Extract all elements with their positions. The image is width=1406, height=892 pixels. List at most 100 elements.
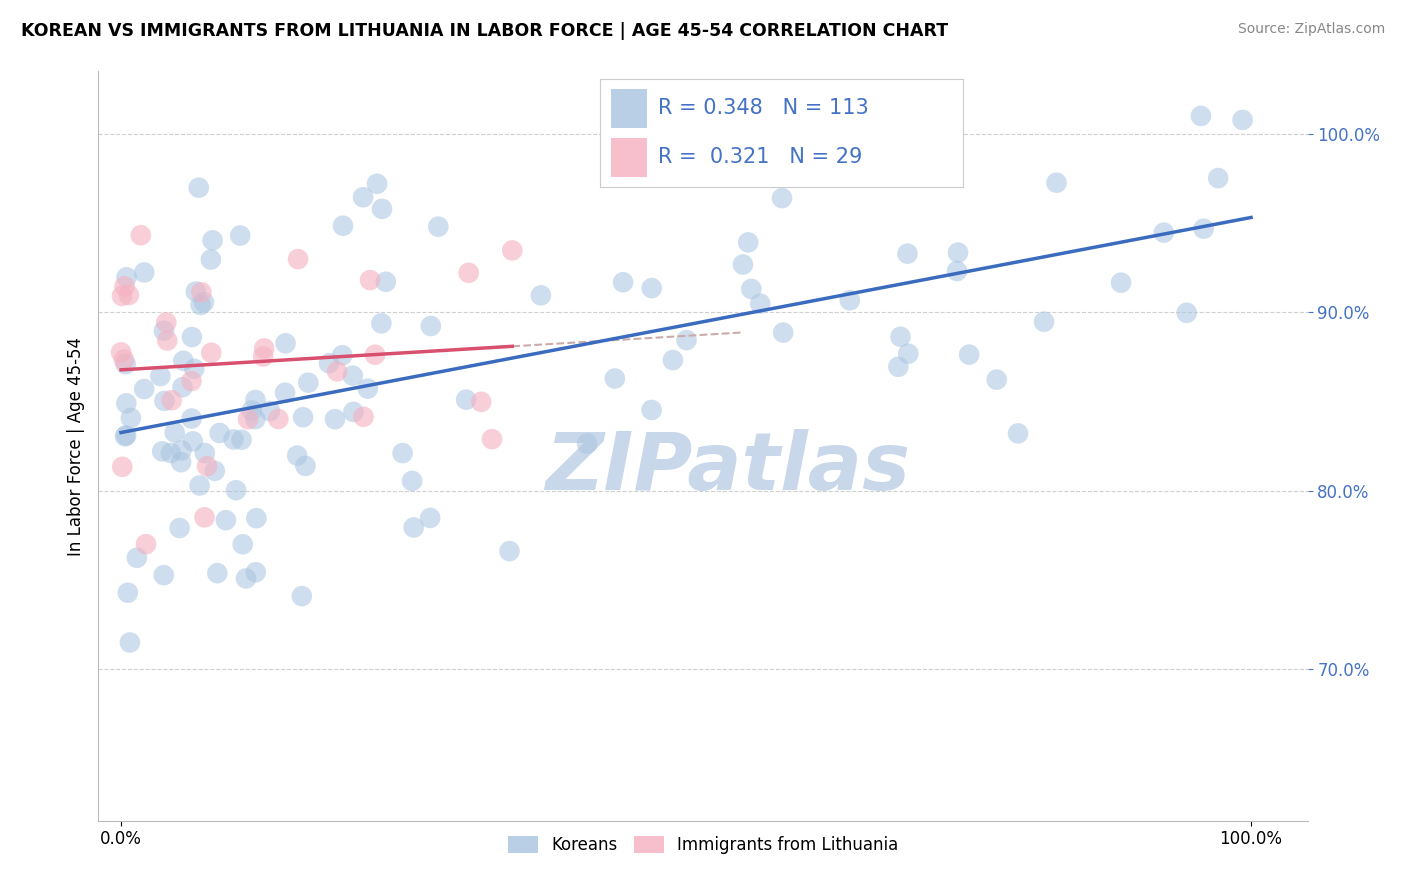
Point <box>1206 171 1229 186</box>
Point <box>153 393 176 408</box>
Point <box>427 219 450 234</box>
Point <box>1232 112 1254 127</box>
Point <box>285 449 308 463</box>
Point <box>641 281 664 295</box>
Point <box>114 279 136 293</box>
Point <box>125 550 148 565</box>
Point <box>169 521 191 535</box>
Point <box>662 353 685 368</box>
Point <box>259 404 281 418</box>
Point <box>193 295 215 310</box>
Point <box>364 348 387 362</box>
Point <box>236 412 259 426</box>
Point <box>946 245 969 260</box>
Point <box>291 589 314 603</box>
Point <box>172 380 194 394</box>
Point <box>419 318 441 333</box>
Point <box>201 233 224 247</box>
Point <box>470 394 492 409</box>
Point <box>111 289 134 303</box>
Point <box>235 571 257 585</box>
Point <box>215 513 238 527</box>
Point <box>391 446 413 460</box>
Point <box>170 443 193 458</box>
Point <box>731 258 754 272</box>
Point <box>153 324 176 338</box>
Point <box>401 474 423 488</box>
Point <box>110 345 132 359</box>
Point <box>153 568 176 582</box>
Point <box>897 347 920 361</box>
Point <box>194 446 217 460</box>
Point <box>501 244 523 258</box>
Point <box>222 433 245 447</box>
Point <box>163 425 186 440</box>
Point <box>359 273 381 287</box>
Point <box>115 396 138 410</box>
Point <box>294 458 316 473</box>
Point <box>838 293 860 308</box>
Point <box>419 511 441 525</box>
Point <box>129 228 152 243</box>
Point <box>149 369 172 384</box>
Point <box>366 177 388 191</box>
Point <box>357 382 380 396</box>
Text: Source: ZipAtlas.com: Source: ZipAtlas.com <box>1237 22 1385 37</box>
Point <box>456 392 478 407</box>
Point <box>180 330 202 344</box>
Point <box>287 252 309 266</box>
Point <box>240 403 263 417</box>
Point <box>612 275 634 289</box>
Point <box>603 371 626 385</box>
Point <box>207 566 229 581</box>
Point <box>118 635 141 649</box>
Point <box>318 356 340 370</box>
Point <box>896 246 918 260</box>
Point <box>231 433 253 447</box>
Point <box>292 410 315 425</box>
Point <box>187 180 209 194</box>
Point <box>342 368 364 383</box>
Point <box>371 202 394 216</box>
Point <box>481 432 503 446</box>
Point <box>675 333 697 347</box>
Point <box>352 190 374 204</box>
Point <box>274 385 297 400</box>
Point <box>134 265 156 279</box>
Point <box>986 373 1008 387</box>
Point <box>457 266 479 280</box>
Point <box>374 275 396 289</box>
Point <box>530 288 553 302</box>
Point <box>1109 276 1132 290</box>
Point <box>117 585 139 599</box>
Point <box>402 520 425 534</box>
Point <box>498 544 520 558</box>
Point <box>150 444 173 458</box>
Point <box>118 288 141 302</box>
Point <box>245 566 267 580</box>
Point <box>342 405 364 419</box>
Point <box>740 282 762 296</box>
Text: ZIPatlas: ZIPatlas <box>544 429 910 508</box>
Point <box>208 425 231 440</box>
Point <box>323 412 346 426</box>
Point <box>245 511 267 525</box>
Point <box>370 316 392 330</box>
Point <box>188 478 211 492</box>
Point <box>172 353 194 368</box>
Point <box>160 446 183 460</box>
Point <box>326 364 349 378</box>
Point <box>111 459 134 474</box>
Point <box>200 345 222 359</box>
Point <box>332 219 354 233</box>
Point <box>252 350 274 364</box>
Point <box>274 336 297 351</box>
Point <box>330 348 353 362</box>
Point <box>946 264 969 278</box>
Text: KOREAN VS IMMIGRANTS FROM LITHUANIA IN LABOR FORCE | AGE 45-54 CORRELATION CHART: KOREAN VS IMMIGRANTS FROM LITHUANIA IN L… <box>21 22 948 40</box>
Point <box>135 537 157 551</box>
Point <box>245 392 267 407</box>
Point <box>120 411 142 425</box>
Point <box>115 270 138 285</box>
Point <box>200 252 222 267</box>
